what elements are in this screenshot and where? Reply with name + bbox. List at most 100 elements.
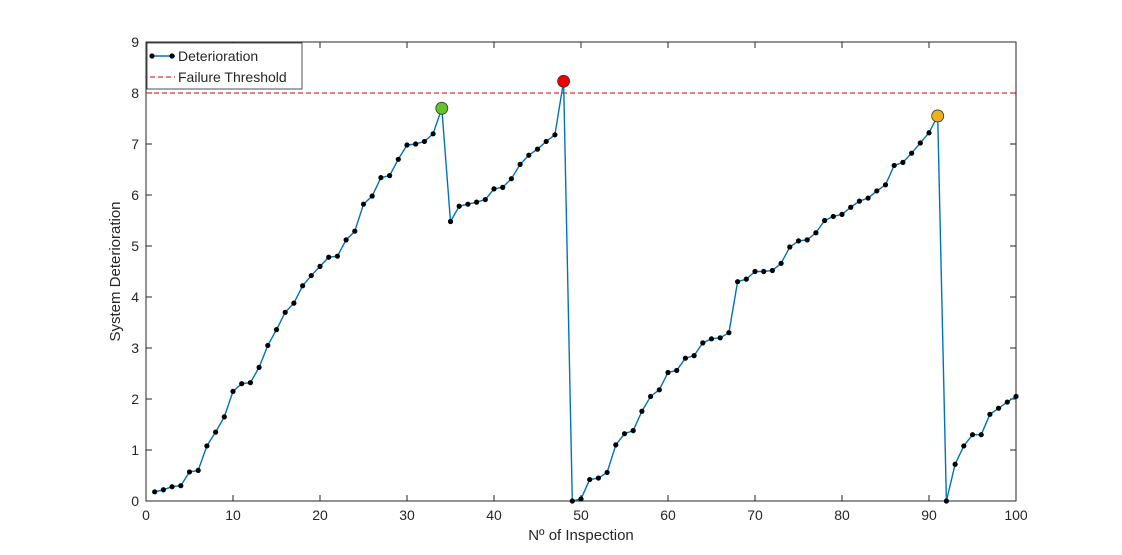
plot-area (145, 41, 1017, 502)
y-tick-label: 7 (131, 136, 139, 152)
data-point (700, 340, 706, 346)
data-point (587, 476, 593, 483)
data-point (352, 228, 358, 234)
data-point (387, 173, 393, 179)
data-point (613, 442, 619, 448)
data-point (648, 393, 654, 400)
data-point (656, 387, 662, 393)
data-point (874, 188, 880, 194)
data-point (743, 276, 749, 282)
legend-box (146, 42, 303, 90)
data-point (169, 484, 175, 490)
x-tick-label: 90 (921, 507, 937, 523)
data-point (621, 431, 628, 437)
data-point (178, 483, 184, 489)
data-point (717, 335, 723, 341)
data-point (334, 253, 340, 259)
data-point (943, 498, 950, 504)
data-point (569, 498, 575, 504)
data-point (517, 161, 523, 167)
data-point (639, 408, 645, 414)
data-point (830, 213, 836, 220)
data-point (769, 267, 776, 274)
data-point (491, 186, 497, 192)
data-point (961, 443, 967, 449)
x-tick-label: 70 (747, 507, 763, 523)
data-point (708, 336, 715, 342)
data-point (996, 405, 1002, 411)
data-point (447, 218, 454, 225)
data-point (795, 238, 802, 244)
x-tick-label: 80 (834, 507, 850, 523)
data-point (969, 432, 976, 438)
data-point (787, 244, 793, 250)
x-tick-label: 50 (573, 507, 589, 523)
data-point (273, 327, 280, 333)
data-point (822, 217, 828, 224)
data-point (247, 380, 253, 386)
data-point (691, 353, 697, 359)
y-tick-label: 9 (131, 34, 139, 50)
deterioration-series-line (154, 80, 1017, 502)
y-tick-label: 3 (131, 340, 139, 356)
data-point (891, 162, 897, 169)
data-point (952, 461, 958, 467)
data-point (317, 263, 323, 269)
data-point (978, 432, 984, 438)
data-point (291, 300, 297, 306)
data-point (865, 195, 871, 201)
data-point (160, 487, 166, 493)
legend: Deterioration Failure Threshold (146, 42, 303, 90)
highlight-marker (931, 109, 945, 123)
data-point (1004, 399, 1010, 405)
data-point (848, 204, 854, 210)
data-point (604, 469, 610, 476)
data-point (804, 237, 810, 243)
data-point (195, 467, 201, 473)
legend-label-deterioration: Deterioration (178, 48, 258, 64)
y-tick-label: 2 (131, 391, 139, 407)
data-point (526, 152, 532, 158)
data-point (508, 176, 514, 182)
data-point (300, 283, 306, 289)
data-point (726, 330, 732, 336)
data-point (856, 198, 863, 204)
data-point (221, 414, 227, 420)
legend-label-threshold: Failure Threshold (178, 69, 287, 85)
data-point (343, 237, 349, 243)
data-point (900, 159, 906, 165)
data-point (360, 201, 367, 207)
x-tick-label: 60 (660, 507, 676, 523)
data-point (256, 364, 262, 370)
x-axis-ticks: 0 10 20 30 40 50 60 70 80 90 100 (142, 42, 1028, 523)
data-point (378, 175, 384, 181)
data-point (465, 201, 471, 207)
y-tick-label: 4 (131, 289, 139, 305)
data-point (682, 355, 689, 361)
x-tick-label: 30 (399, 507, 415, 523)
data-point (752, 268, 758, 275)
data-point (926, 130, 932, 136)
data-point (578, 496, 584, 502)
y-tick-label: 0 (131, 493, 139, 509)
y-axis-title: System Deterioration (107, 201, 124, 341)
data-point (665, 369, 671, 376)
y-tick-label: 1 (131, 442, 139, 458)
y-tick-label: 5 (131, 238, 139, 254)
data-point (230, 388, 236, 394)
data-point (987, 411, 993, 417)
data-point (282, 309, 288, 315)
data-point (813, 230, 819, 236)
y-axis-ticks: 0 1 2 3 4 5 6 7 8 9 (131, 34, 1016, 509)
data-point (430, 131, 436, 137)
data-point (735, 279, 741, 285)
x-tick-label: 40 (486, 507, 502, 523)
data-point (543, 138, 549, 145)
data-point (239, 381, 245, 387)
data-point (761, 268, 767, 275)
data-point (404, 142, 410, 148)
data-point (152, 489, 158, 495)
data-point (630, 428, 636, 434)
x-tick-label: 20 (312, 507, 328, 523)
highlight-marker (435, 101, 449, 115)
